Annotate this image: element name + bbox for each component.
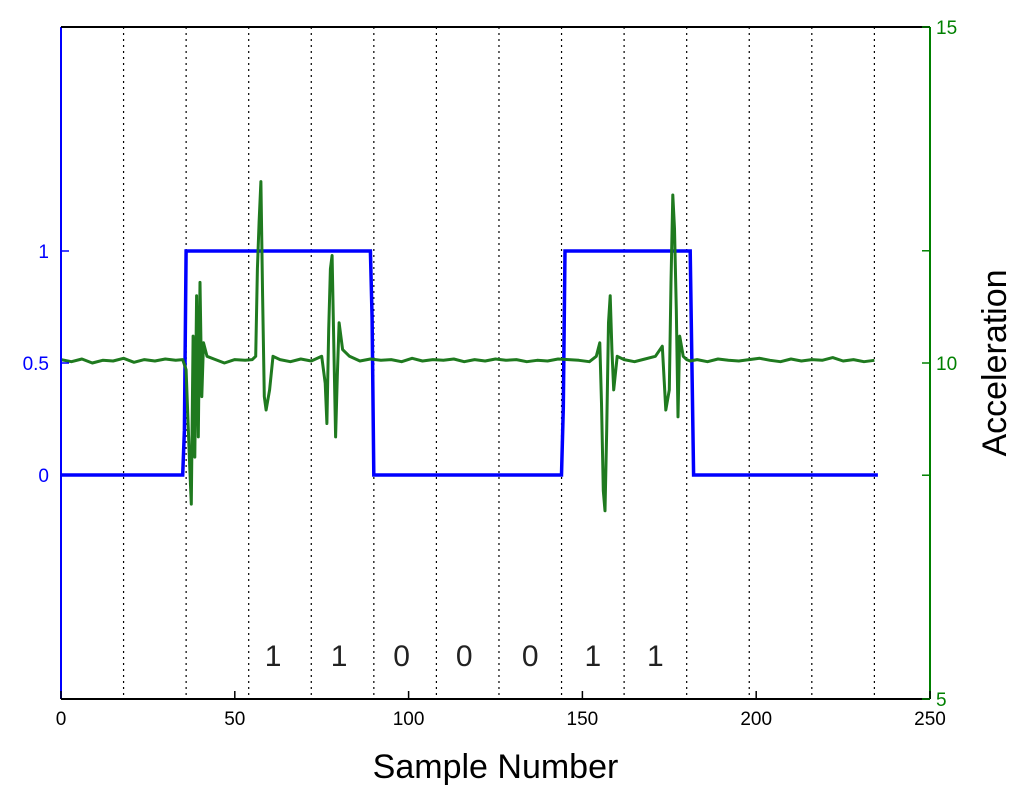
plot-series bbox=[60, 180, 878, 513]
bit-boundary-gridlines bbox=[122, 27, 875, 699]
bit-label: 1 bbox=[331, 640, 348, 673]
x-tick-label: 250 bbox=[914, 709, 946, 730]
right-y-tick-label: 10 bbox=[936, 354, 957, 375]
bit-label: 0 bbox=[522, 640, 539, 673]
acceleration-line bbox=[60, 180, 875, 513]
bit-labels: 1 1 0 0 0 1 1 bbox=[265, 640, 664, 673]
right-y-tick-label: 15 bbox=[936, 18, 957, 39]
axes bbox=[60, 26, 931, 700]
bit-label: 0 bbox=[456, 640, 473, 673]
bit-label: 1 bbox=[584, 640, 601, 673]
bit-label: 0 bbox=[393, 640, 410, 673]
left-y-tick-label: 1 bbox=[38, 242, 49, 263]
square-wave-line bbox=[61, 249, 878, 477]
bit-label: 1 bbox=[265, 640, 282, 673]
bit-label: 1 bbox=[647, 640, 664, 673]
x-tick-label: 150 bbox=[567, 709, 599, 730]
left-y-tick-label: 0 bbox=[38, 466, 49, 487]
x-axis-label: Sample Number bbox=[373, 748, 619, 786]
x-tick-label: 200 bbox=[740, 709, 772, 730]
x-tick-label: 0 bbox=[56, 709, 67, 730]
left-y-tick-label: 0.5 bbox=[23, 354, 49, 375]
x-tick-label: 100 bbox=[393, 709, 425, 730]
right-y-axis-label: Acceleration bbox=[976, 269, 1014, 456]
x-tick-label: 50 bbox=[224, 709, 245, 730]
right-y-tick-label: 5 bbox=[936, 690, 947, 711]
